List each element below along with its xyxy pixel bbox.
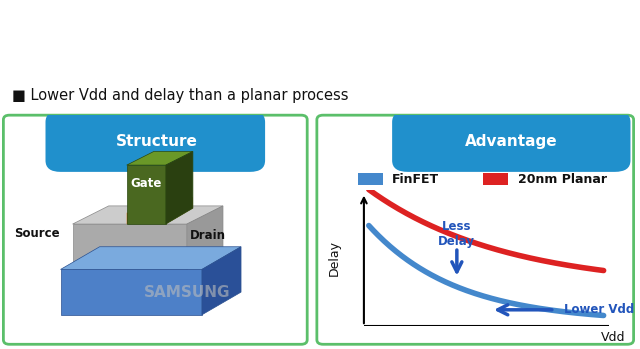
FancyBboxPatch shape bbox=[45, 111, 265, 172]
Polygon shape bbox=[61, 247, 241, 269]
Polygon shape bbox=[127, 151, 193, 165]
Text: Source: Source bbox=[13, 227, 60, 240]
Text: 14nm FinFET Technology: 14nm FinFET Technology bbox=[17, 27, 385, 53]
Text: Less
Delay: Less Delay bbox=[438, 220, 476, 247]
Text: Vdd: Vdd bbox=[601, 331, 626, 343]
Text: ■ Lower Vdd and delay than a planar process: ■ Lower Vdd and delay than a planar proc… bbox=[12, 89, 348, 103]
Text: Gate: Gate bbox=[131, 177, 162, 190]
Polygon shape bbox=[127, 165, 166, 224]
Text: Delay: Delay bbox=[328, 240, 341, 276]
Polygon shape bbox=[187, 206, 223, 269]
Polygon shape bbox=[61, 269, 202, 315]
FancyBboxPatch shape bbox=[392, 111, 630, 172]
Polygon shape bbox=[166, 151, 193, 224]
Text: SAMSUNG: SAMSUNG bbox=[143, 285, 230, 299]
Bar bbox=[358, 173, 383, 186]
Text: 20nm Planar: 20nm Planar bbox=[518, 173, 607, 186]
Polygon shape bbox=[202, 247, 241, 315]
FancyBboxPatch shape bbox=[3, 115, 307, 344]
FancyBboxPatch shape bbox=[317, 115, 634, 344]
Text: FinFET: FinFET bbox=[392, 173, 439, 186]
Polygon shape bbox=[72, 224, 187, 269]
Text: Drain: Drain bbox=[190, 229, 226, 242]
Text: Structure: Structure bbox=[116, 134, 198, 149]
Polygon shape bbox=[127, 197, 193, 224]
Bar bbox=[483, 173, 508, 186]
Text: Lower Vdd: Lower Vdd bbox=[564, 303, 635, 316]
Text: Advantage: Advantage bbox=[465, 134, 557, 149]
Polygon shape bbox=[72, 206, 223, 224]
